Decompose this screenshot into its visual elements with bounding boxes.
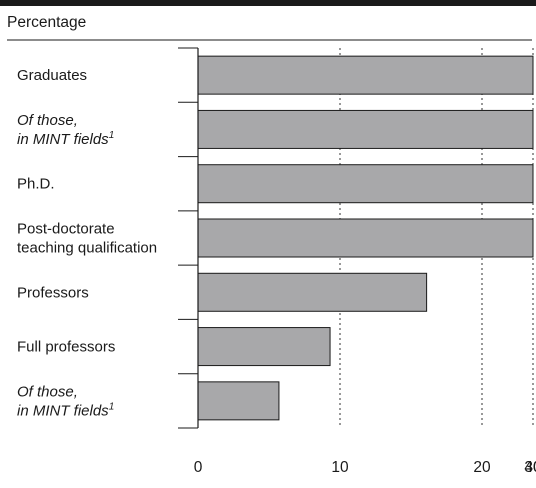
bar-3 xyxy=(197,218,534,258)
unit-label: Percentage xyxy=(7,14,86,31)
category-labels: Graduates Of those, in MINT fields1 Ph.D. Po… xyxy=(17,67,157,419)
x-tick-label-20: 20 xyxy=(473,459,491,476)
category-label-3: Post-doctorate teaching qualification xyxy=(17,221,157,257)
bar-2 xyxy=(197,164,534,204)
x-tick-label-10: 10 xyxy=(331,459,349,476)
bar-1 xyxy=(197,109,534,149)
bar-5 xyxy=(197,327,331,367)
x-tick-label-30: 30 xyxy=(524,459,536,476)
bar-6 xyxy=(197,381,280,421)
bars xyxy=(197,55,534,421)
x-tick-label-40: 40 xyxy=(524,459,536,476)
top-bar-fragment xyxy=(0,0,536,6)
category-label-6: Of those, in MINT fields1 xyxy=(17,383,114,419)
bar-0 xyxy=(197,55,534,95)
y-axis xyxy=(178,47,199,429)
category-label-1: Of those, in MINT fields1 xyxy=(17,112,114,148)
category-label-5: Full professors xyxy=(17,339,115,356)
x-tick-label-0: 0 xyxy=(194,459,203,476)
bar-4 xyxy=(197,272,428,312)
category-label-4: Professors xyxy=(17,284,89,301)
category-label-0: Graduates xyxy=(17,67,87,84)
x-tick-labels: 0 10 20 3040 xyxy=(194,459,536,476)
category-label-2: Ph.D. xyxy=(17,176,55,193)
